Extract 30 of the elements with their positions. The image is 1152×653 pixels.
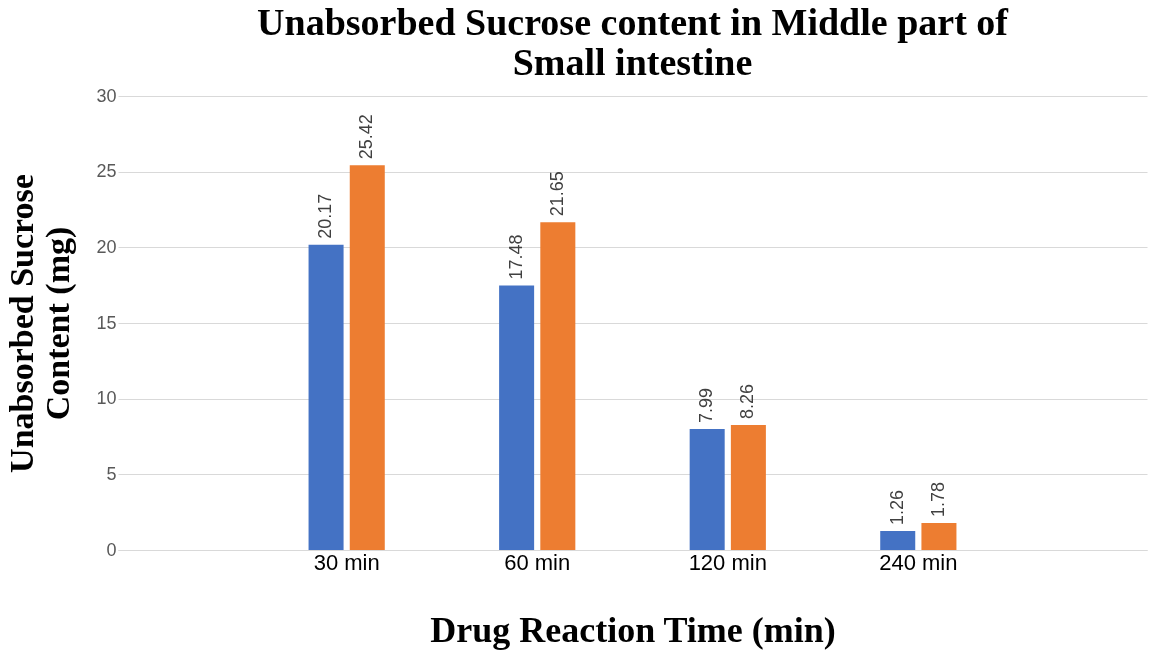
data-label: 1.78	[927, 482, 948, 518]
bar	[689, 429, 725, 550]
data-label: 8.26	[737, 383, 758, 419]
bar	[880, 530, 916, 550]
chart-title: Unabsorbed Sucrose content in Middle part of Small intestine	[257, 1, 1010, 83]
data-label: 17.48	[505, 234, 526, 280]
data-label: 1.26	[886, 489, 907, 525]
bar	[730, 425, 766, 550]
x-tick-label: 120 min	[688, 549, 767, 575]
bar	[499, 285, 535, 550]
y-tick-label: 25	[96, 161, 117, 182]
data-label: 21.65	[546, 171, 567, 217]
y-tick-label: 30	[96, 85, 117, 106]
y-tick-label: 10	[96, 388, 117, 409]
bar	[349, 165, 385, 550]
data-label: 25.42	[356, 114, 377, 160]
y-axis-title: Unabsorbed Sucrose Content (mg)	[3, 174, 78, 473]
bar	[540, 222, 576, 550]
y-tick-label: 20	[96, 236, 117, 257]
bar	[921, 523, 957, 550]
x-tick-label: 30 min	[313, 549, 380, 575]
y-tick-label: 5	[106, 463, 117, 484]
x-tick-label: 240 min	[879, 549, 958, 575]
bar	[308, 244, 344, 550]
data-label: 20.17	[315, 193, 336, 239]
x-tick-label: 60 min	[504, 549, 571, 575]
y-tick-label: 15	[96, 312, 117, 333]
x-axis-title: Drug Reaction Time (min)	[430, 609, 836, 650]
y-tick-label: 0	[106, 539, 117, 560]
data-label: 7.99	[696, 388, 717, 424]
